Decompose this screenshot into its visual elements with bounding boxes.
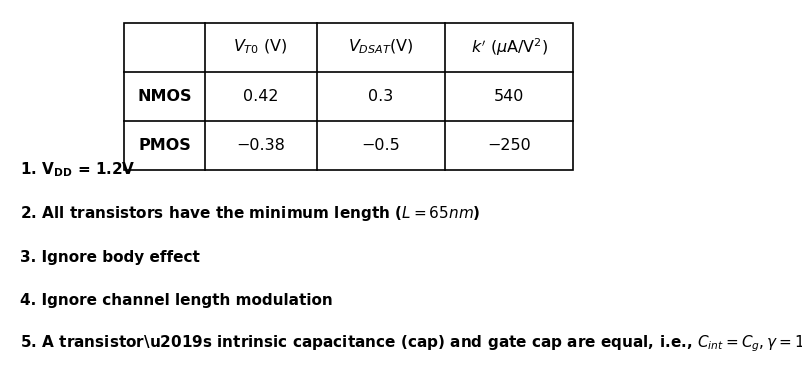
Text: PMOS: PMOS (138, 138, 191, 153)
Text: 540: 540 (494, 89, 525, 104)
Text: 2. All transistors have the minimum length ($L = 65nm$): 2. All transistors have the minimum leng… (20, 204, 480, 223)
Text: −0.5: −0.5 (362, 138, 400, 153)
Text: 6. For the unit sized transistor (both PMOS and NMOS), W=L, $C_{int} = C_g = 2\ : 6. For the unit sized transistor (both P… (20, 377, 665, 378)
Text: $k'$ ($\mu$A/V$^2$): $k'$ ($\mu$A/V$^2$) (471, 36, 548, 58)
Text: 5. A transistor\u2019s intrinsic capacitance (cap) and gate cap are equal, i.e.,: 5. A transistor\u2019s intrinsic capacit… (20, 334, 802, 354)
Text: $V_{DSAT}$(V): $V_{DSAT}$(V) (348, 38, 414, 56)
Text: 0.3: 0.3 (368, 89, 394, 104)
Text: 3. Ignore body effect: 3. Ignore body effect (20, 249, 200, 265)
Text: 1. V$_{\mathbf{DD}}$ = 1.2V: 1. V$_{\mathbf{DD}}$ = 1.2V (20, 161, 136, 180)
Text: NMOS: NMOS (137, 89, 192, 104)
Text: $V_{T0}$ (V): $V_{T0}$ (V) (233, 38, 288, 56)
Text: 0.42: 0.42 (243, 89, 278, 104)
Text: −250: −250 (488, 138, 531, 153)
Bar (124, 23, 573, 170)
Text: −0.38: −0.38 (237, 138, 285, 153)
Text: 4. Ignore channel length modulation: 4. Ignore channel length modulation (20, 293, 333, 308)
